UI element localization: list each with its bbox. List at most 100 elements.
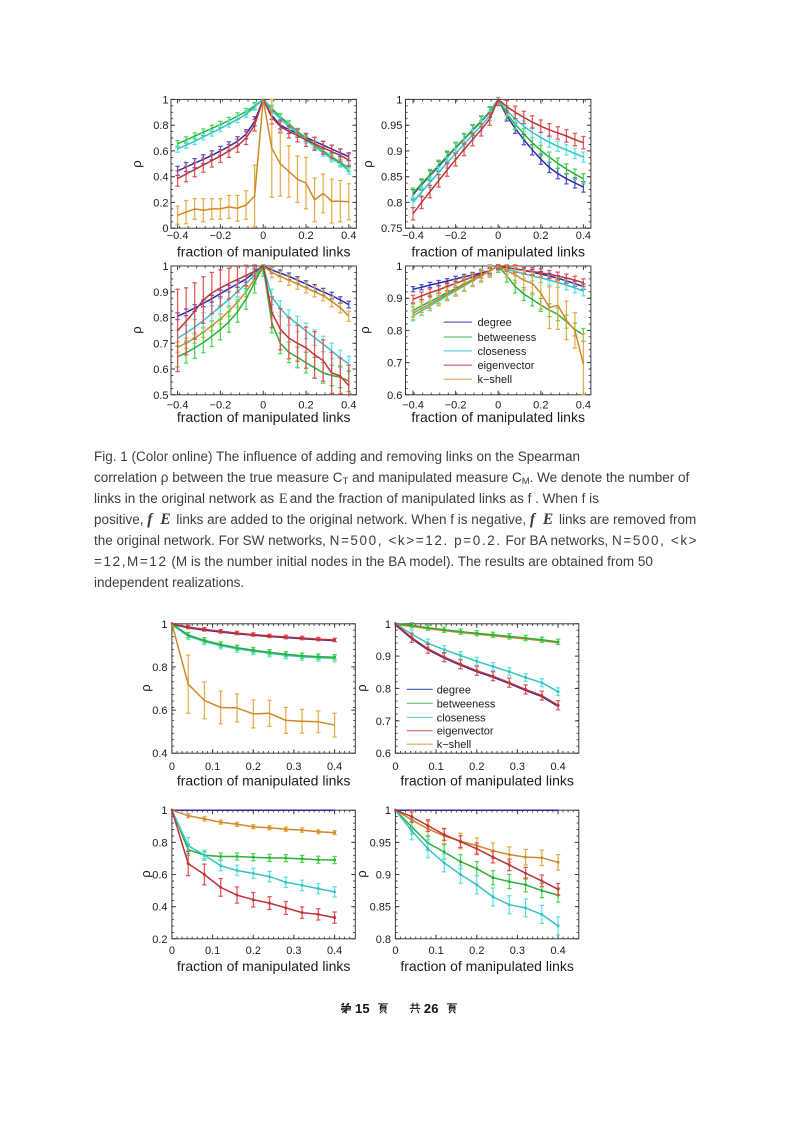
svg-text:1: 1 — [396, 261, 402, 273]
svg-text:0.8: 0.8 — [376, 684, 391, 696]
svg-text:ρ: ρ — [129, 326, 144, 333]
svg-text:ρ: ρ — [360, 160, 375, 167]
svg-text:0.4: 0.4 — [576, 400, 591, 412]
svg-text:0.8: 0.8 — [152, 662, 167, 674]
svg-text:0.8: 0.8 — [387, 197, 402, 209]
svg-text:−0.2: −0.2 — [210, 230, 232, 242]
svg-text:0.7: 0.7 — [376, 716, 391, 728]
svg-text:0.4: 0.4 — [327, 945, 342, 957]
svg-text:0.1: 0.1 — [205, 761, 220, 773]
svg-text:0.2: 0.2 — [246, 761, 261, 773]
svg-text:k−shell: k−shell — [478, 374, 513, 386]
svg-text:0.6: 0.6 — [153, 146, 168, 158]
svg-text:0.9: 0.9 — [387, 146, 402, 158]
svg-text:0.2: 0.2 — [298, 400, 313, 412]
svg-text:betweeness: betweeness — [478, 332, 537, 344]
svg-text:0.4: 0.4 — [327, 761, 342, 773]
svg-text:1: 1 — [161, 619, 167, 631]
svg-text:0.4: 0.4 — [576, 230, 591, 242]
svg-text:ρ: ρ — [138, 684, 153, 691]
svg-text:0.9: 0.9 — [387, 293, 402, 305]
svg-text:0.2: 0.2 — [246, 945, 261, 957]
svg-text:fraction of manipulated links: fraction of manipulated links — [411, 244, 585, 260]
svg-text:fraction of manipulated links: fraction of manipulated links — [177, 244, 351, 260]
svg-text:0.95: 0.95 — [370, 837, 391, 849]
svg-text:−0.4: −0.4 — [402, 400, 424, 412]
svg-text:ρ: ρ — [129, 160, 144, 167]
svg-text:closeness: closeness — [478, 346, 527, 358]
svg-text:0.9: 0.9 — [153, 287, 168, 299]
svg-text:eigenvector: eigenvector — [437, 726, 494, 738]
svg-text:0.4: 0.4 — [153, 172, 168, 184]
svg-text:0: 0 — [392, 945, 398, 957]
svg-text:1: 1 — [162, 94, 168, 106]
svg-text:0.2: 0.2 — [469, 761, 484, 773]
svg-text:0.8: 0.8 — [153, 120, 168, 132]
svg-text:0.9: 0.9 — [376, 651, 391, 663]
svg-text:0.6: 0.6 — [152, 870, 167, 882]
svg-text:eigenvector: eigenvector — [478, 360, 535, 372]
svg-text:fraction of manipulated links: fraction of manipulated links — [400, 958, 574, 974]
svg-text:1: 1 — [161, 805, 167, 817]
svg-text:degree: degree — [478, 317, 512, 329]
svg-text:fraction of manipulated links: fraction of manipulated links — [400, 772, 574, 788]
svg-text:ρ: ρ — [354, 870, 369, 877]
svg-text:0.5: 0.5 — [153, 390, 168, 402]
svg-text:0.8: 0.8 — [387, 325, 402, 337]
svg-text:k−shell: k−shell — [437, 739, 472, 751]
svg-text:0.95: 0.95 — [381, 120, 402, 132]
svg-text:0.4: 0.4 — [341, 230, 356, 242]
svg-text:0.85: 0.85 — [381, 172, 402, 184]
svg-text:0.2: 0.2 — [153, 197, 168, 209]
svg-text:0.6: 0.6 — [152, 705, 167, 717]
svg-text:fraction of manipulated links: fraction of manipulated links — [177, 409, 351, 425]
svg-text:0.7: 0.7 — [153, 338, 168, 350]
svg-text:0: 0 — [162, 223, 168, 235]
svg-text:0.9: 0.9 — [376, 870, 391, 882]
svg-text:0.8: 0.8 — [152, 837, 167, 849]
svg-text:0: 0 — [495, 400, 501, 412]
svg-text:0.1: 0.1 — [428, 761, 443, 773]
svg-text:0.2: 0.2 — [469, 945, 484, 957]
svg-text:fraction of manipulated links: fraction of manipulated links — [411, 409, 585, 425]
svg-text:0.3: 0.3 — [286, 945, 301, 957]
svg-text:ρ: ρ — [138, 870, 153, 877]
svg-text:0.4: 0.4 — [341, 400, 356, 412]
svg-text:0.7: 0.7 — [387, 358, 402, 370]
svg-text:betweeness: betweeness — [437, 698, 496, 710]
svg-text:0.2: 0.2 — [152, 934, 167, 946]
svg-text:closeness: closeness — [437, 712, 486, 724]
svg-text:0.4: 0.4 — [152, 748, 167, 760]
svg-text:0: 0 — [169, 761, 175, 773]
svg-text:0.4: 0.4 — [152, 902, 167, 914]
svg-text:−0.4: −0.4 — [402, 230, 424, 242]
svg-text:degree: degree — [437, 684, 471, 696]
svg-text:0: 0 — [260, 230, 266, 242]
svg-text:1: 1 — [385, 805, 391, 817]
svg-text:0.75: 0.75 — [381, 223, 402, 235]
svg-text:ρ: ρ — [357, 326, 372, 333]
svg-text:0.6: 0.6 — [376, 748, 391, 760]
svg-text:1: 1 — [162, 261, 168, 273]
svg-text:−0.2: −0.2 — [445, 230, 467, 242]
svg-text:−0.4: −0.4 — [167, 400, 189, 412]
svg-text:0.3: 0.3 — [510, 945, 525, 957]
svg-text:0.3: 0.3 — [286, 761, 301, 773]
svg-text:0.3: 0.3 — [510, 761, 525, 773]
svg-text:0: 0 — [495, 230, 501, 242]
svg-text:1: 1 — [385, 619, 391, 631]
svg-text:0.85: 0.85 — [370, 902, 391, 914]
svg-text:0.8: 0.8 — [376, 934, 391, 946]
svg-text:0.2: 0.2 — [298, 230, 313, 242]
svg-text:0.4: 0.4 — [550, 945, 565, 957]
svg-text:0: 0 — [169, 945, 175, 957]
svg-text:0.4: 0.4 — [550, 761, 565, 773]
svg-text:0.2: 0.2 — [533, 400, 548, 412]
svg-text:0: 0 — [392, 761, 398, 773]
svg-text:0.1: 0.1 — [428, 945, 443, 957]
svg-text:0.6: 0.6 — [153, 364, 168, 376]
svg-text:0.2: 0.2 — [533, 230, 548, 242]
svg-text:ρ: ρ — [354, 684, 369, 691]
svg-text:−0.2: −0.2 — [445, 400, 467, 412]
svg-text:0.8: 0.8 — [153, 313, 168, 325]
